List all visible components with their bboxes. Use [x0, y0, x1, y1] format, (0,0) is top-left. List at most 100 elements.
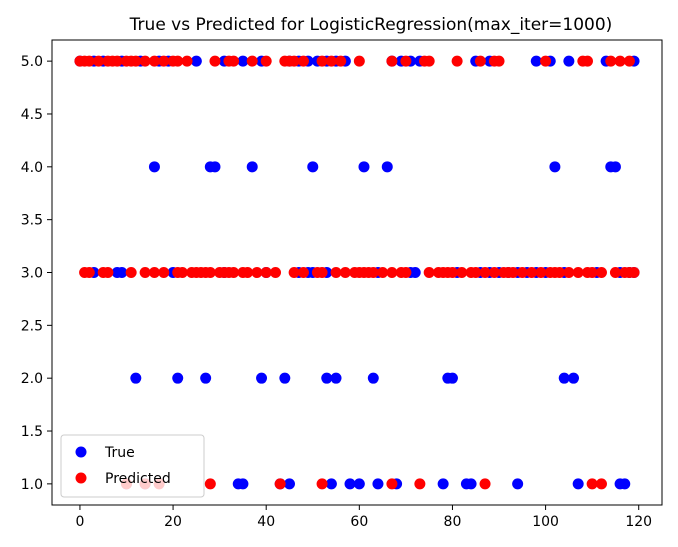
point-predicted — [386, 267, 398, 278]
point-predicted — [335, 55, 347, 67]
point-predicted — [228, 267, 240, 278]
point-predicted — [595, 478, 607, 490]
point-true — [549, 161, 561, 173]
point-true — [465, 478, 477, 490]
point-predicted — [148, 267, 160, 278]
x-tick-label: 120 — [625, 514, 652, 530]
point-true — [237, 478, 249, 490]
point-predicted — [297, 267, 309, 278]
point-true — [246, 161, 258, 173]
point-predicted — [83, 55, 95, 67]
y-tick-label: 4.0 — [21, 160, 43, 176]
point-true — [381, 161, 393, 173]
point-predicted — [456, 267, 468, 278]
point-predicted — [316, 478, 328, 490]
y-tick-label: 5.0 — [21, 54, 43, 70]
point-predicted — [330, 267, 342, 278]
point-predicted — [139, 267, 151, 278]
point-predicted — [148, 55, 160, 67]
point-true — [568, 372, 580, 384]
point-predicted — [325, 55, 337, 67]
point-predicted — [628, 267, 640, 278]
x-tick-label: 0 — [75, 514, 84, 530]
point-predicted — [158, 55, 170, 67]
point-predicted — [274, 478, 286, 490]
point-predicted — [614, 55, 626, 67]
point-predicted — [516, 267, 528, 278]
y-axis: 1.0 1.5 2.0 2.5 3.0 3.5 4.0 4.5 5.0 — [21, 54, 52, 493]
point-predicted — [451, 55, 463, 67]
point-predicted — [288, 55, 300, 67]
point-predicted — [270, 267, 282, 278]
point-predicted — [125, 267, 137, 278]
data-points — [74, 55, 640, 490]
point-predicted — [470, 267, 482, 278]
point-predicted — [595, 267, 607, 278]
point-predicted — [172, 55, 184, 67]
point-predicted — [586, 478, 598, 490]
point-true — [619, 478, 631, 490]
legend-marker-true — [75, 446, 87, 458]
point-true — [256, 372, 268, 384]
point-true — [372, 478, 384, 490]
point-predicted — [130, 55, 142, 67]
point-true — [279, 372, 291, 384]
point-true — [446, 372, 458, 384]
point-true — [512, 478, 524, 490]
point-predicted — [288, 267, 300, 278]
point-true — [321, 372, 333, 384]
point-true — [200, 372, 212, 384]
point-predicted — [563, 267, 575, 278]
y-tick-label: 1.0 — [21, 477, 43, 493]
point-predicted — [386, 55, 398, 67]
point-predicted — [414, 478, 426, 490]
point-predicted — [423, 267, 435, 278]
point-predicted — [176, 267, 188, 278]
point-true — [116, 267, 128, 278]
point-true — [130, 372, 142, 384]
y-tick-label: 3.0 — [21, 266, 43, 282]
y-tick-label: 2.5 — [21, 318, 43, 334]
point-predicted — [297, 55, 309, 67]
point-true — [330, 372, 342, 384]
point-predicted — [623, 55, 635, 67]
point-true — [530, 55, 542, 67]
point-predicted — [526, 267, 538, 278]
series-predicted — [74, 55, 640, 490]
legend: True Predicted — [60, 434, 205, 498]
point-true — [190, 55, 202, 67]
x-tick-label: 60 — [350, 514, 368, 530]
point-predicted — [446, 267, 458, 278]
point-predicted — [139, 55, 151, 67]
point-predicted — [507, 267, 519, 278]
point-true — [209, 161, 221, 173]
point-true — [172, 372, 184, 384]
point-predicted — [316, 55, 328, 67]
point-predicted — [581, 55, 593, 67]
point-predicted — [209, 55, 221, 67]
x-tick-label: 80 — [444, 514, 462, 530]
point-predicted — [353, 55, 365, 67]
point-predicted — [242, 267, 254, 278]
point-predicted — [400, 55, 412, 67]
point-predicted — [339, 267, 351, 278]
point-predicted — [111, 55, 123, 67]
point-predicted — [400, 267, 412, 278]
point-predicted — [367, 267, 379, 278]
y-tick-label: 3.5 — [21, 213, 43, 229]
point-predicted — [572, 267, 584, 278]
point-true — [558, 372, 570, 384]
point-predicted — [181, 55, 193, 67]
point-predicted — [316, 267, 328, 278]
point-predicted — [377, 267, 389, 278]
point-true — [283, 478, 295, 490]
point-true — [572, 478, 584, 490]
point-true — [307, 161, 319, 173]
point-predicted — [246, 55, 258, 67]
x-tick-label: 20 — [164, 514, 182, 530]
point-true — [563, 55, 575, 67]
x-tick-label: 100 — [532, 514, 559, 530]
point-predicted — [102, 267, 114, 278]
